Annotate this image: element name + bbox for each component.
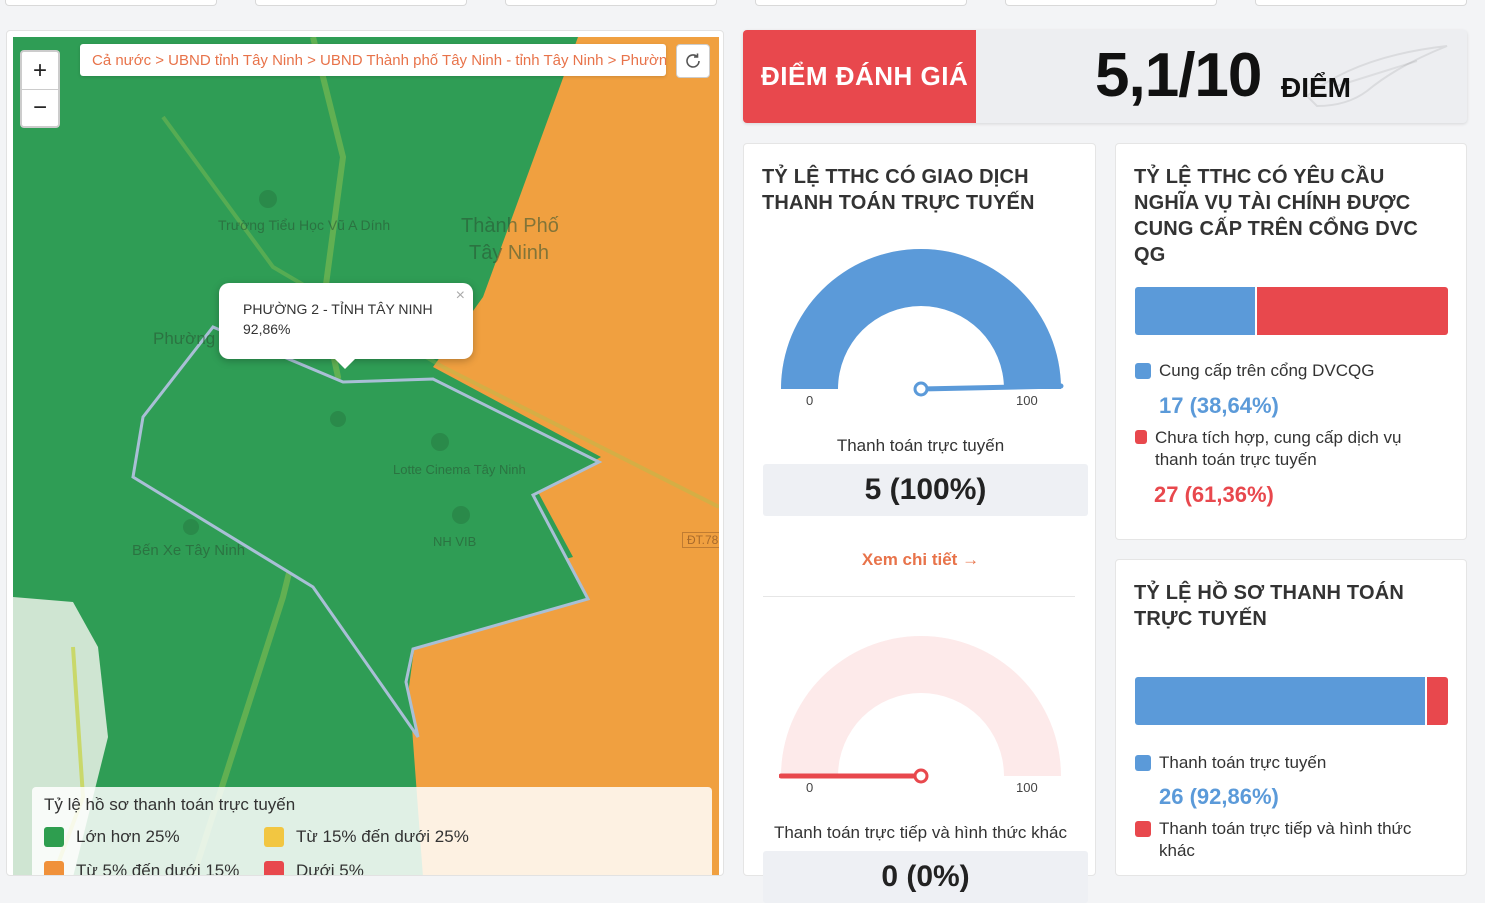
map-label: Phường	[153, 329, 216, 348]
legend-label: Chưa tích hợp, cung cấp dịch vụ thanh to…	[1155, 428, 1402, 469]
bar-segment-provided	[1135, 287, 1255, 335]
legend-item: Cung cấp trên cổng DVCQG	[1135, 360, 1374, 382]
top-filter-bar	[0, 0, 1485, 8]
stat-value: 27 (61,36%)	[1154, 482, 1274, 507]
map-popup: PHƯỜNG 2 - TỈNH TÂY NINH 92,86% ×	[219, 283, 473, 369]
breadcrumb[interactable]: Cả nước > UBND tỉnh Tây Ninh > UBND Thàn…	[80, 44, 666, 76]
gauge-max-label: 100	[1016, 393, 1038, 408]
map-label: Bến Xe Tây Ninh	[132, 542, 246, 559]
legend-label: Dưới 5%	[296, 861, 364, 876]
score-label: ĐIỂM ĐÁNH GIÁ	[743, 30, 976, 123]
gauge-value: 5 (100%)	[763, 464, 1088, 516]
view-details-link[interactable]: Xem chi tiết →	[861, 550, 980, 569]
legend-swatch	[1135, 821, 1151, 837]
gauge-offline	[779, 635, 1061, 784]
card-title: TỶ LỆ TTHC CÓ YÊU CẦU NGHĨA VỤ TÀI CHÍNH…	[1134, 166, 1419, 266]
map-label: Tây Ninh	[469, 242, 550, 264]
map-card: Trường Tiểu Học Vũ A Dính Thành Phố Tây …	[6, 30, 724, 876]
popup-value: 92,86%	[243, 321, 291, 337]
legend-swatch	[1135, 363, 1151, 379]
gauge-min-label: 0	[806, 780, 814, 795]
card-title: TỶ LỆ TTHC CÓ GIAO DỊCH THANH TOÁN TRỰC …	[762, 166, 1035, 214]
legend-title: Tỷ lệ hồ sơ thanh toán trực tuyến	[44, 795, 296, 814]
legend-swatch	[264, 827, 284, 847]
stat-value: 17 (38,64%)	[1159, 393, 1279, 418]
refresh-button[interactable]	[676, 44, 710, 78]
bar-segment-not-integrated	[1256, 287, 1448, 335]
gauge-caption: Thanh toán trực tiếp và hình thức khác	[773, 823, 1068, 842]
gauge-value: 0 (0%)	[763, 851, 1088, 903]
zoom-in-button[interactable]: +	[32, 56, 47, 84]
legend-item: Từ 15% đến dưới 25%	[264, 827, 524, 847]
legend-item: Từ 5% đến dưới 15%	[44, 861, 264, 876]
choropleth-map[interactable]: Trường Tiểu Học Vũ A Dính Thành Phố Tây …	[13, 37, 719, 875]
score-unit: ĐIỂM	[1281, 72, 1351, 103]
gauge-max-label: 100	[1016, 780, 1038, 795]
map-legend: Tỷ lệ hồ sơ thanh toán trực tuyến Lớn hơ…	[32, 787, 712, 876]
filter-select[interactable]	[1005, 0, 1217, 6]
bar-segment-online	[1135, 677, 1425, 725]
refresh-icon	[686, 53, 700, 68]
card-title: TỶ LỆ HỒ SƠ THANH TOÁN TRỰC TUYẾN	[1134, 582, 1404, 630]
gauge-online	[781, 248, 1064, 397]
legend-item: Thanh toán trực tuyến	[1135, 752, 1326, 774]
legend-swatch	[44, 827, 64, 847]
score-banner: ĐIỂM ĐÁNH GIÁ 5,1/10 ĐIỂM	[743, 30, 1467, 123]
legend-label: Từ 15% đến dưới 25%	[296, 827, 469, 846]
filter-select[interactable]	[505, 0, 717, 6]
score-value: 5,1/10	[1095, 41, 1262, 110]
stacked-bar	[1135, 287, 1448, 335]
zoom-out-button[interactable]: −	[22, 89, 58, 126]
filter-select[interactable]	[1255, 0, 1467, 6]
legend-item: Thanh toán trực tiếp và hình thức khác	[1135, 818, 1425, 862]
online-payment-records-card: TỶ LỆ HỒ SƠ THANH TOÁN TRỰC TUYẾN Thanh …	[1115, 559, 1467, 876]
map-label: NH VIB	[433, 534, 477, 549]
filter-select[interactable]	[5, 0, 217, 6]
legend-swatch	[1135, 755, 1151, 771]
legend-label: Cung cấp trên cổng DVCQG	[1159, 361, 1375, 380]
map-canvas	[13, 37, 719, 875]
legend-swatch	[1135, 430, 1147, 444]
popup-tip	[335, 359, 355, 369]
filter-select[interactable]	[255, 0, 467, 6]
gauge-min-label: 0	[806, 393, 814, 408]
road-badge: ĐT.78	[682, 532, 719, 548]
legend-swatch	[44, 861, 64, 875]
map-label: Thành Phố	[461, 215, 559, 237]
gauge-caption: Thanh toán trực tuyến	[836, 436, 1005, 455]
filter-select[interactable]	[755, 0, 967, 6]
legend-label: Thanh toán trực tiếp và hình thức khác	[1159, 819, 1412, 860]
legend-item: Chưa tích hợp, cung cấp dịch vụ thanh to…	[1135, 427, 1415, 471]
bird-watermark-icon	[1305, 45, 1448, 108]
legend-label: Thanh toán trực tuyến	[1159, 753, 1327, 772]
bar-segment-offline	[1426, 677, 1448, 725]
stacked-bar	[1135, 677, 1448, 725]
map-label: Trường Tiểu Học Vũ A Dính	[218, 217, 391, 233]
legend-swatch	[264, 861, 284, 875]
divider	[763, 596, 1075, 597]
map-label: Lotte Cinema Tây Ninh	[393, 462, 526, 477]
popup-title: PHƯỜNG 2 - TỈNH TÂY NINH	[243, 301, 433, 317]
online-payment-procedures-card: TỶ LỆ TTHC CÓ GIAO DỊCH THANH TOÁN TRỰC …	[743, 143, 1096, 903]
zoom-control: + −	[20, 50, 60, 128]
legend-label: Lớn hơn 25%	[76, 827, 180, 846]
legend-label: Từ 5% đến dưới 15%	[76, 861, 240, 876]
popup-close-button[interactable]: ×	[455, 287, 465, 304]
financial-obligation-procedures-card: TỶ LỆ TTHC CÓ YÊU CẦU NGHĨA VỤ TÀI CHÍNH…	[1115, 143, 1467, 540]
stat-value: 26 (92,86%)	[1159, 784, 1279, 809]
legend-item: Lớn hơn 25%	[44, 827, 264, 847]
legend-item: Dưới 5%	[264, 861, 524, 876]
